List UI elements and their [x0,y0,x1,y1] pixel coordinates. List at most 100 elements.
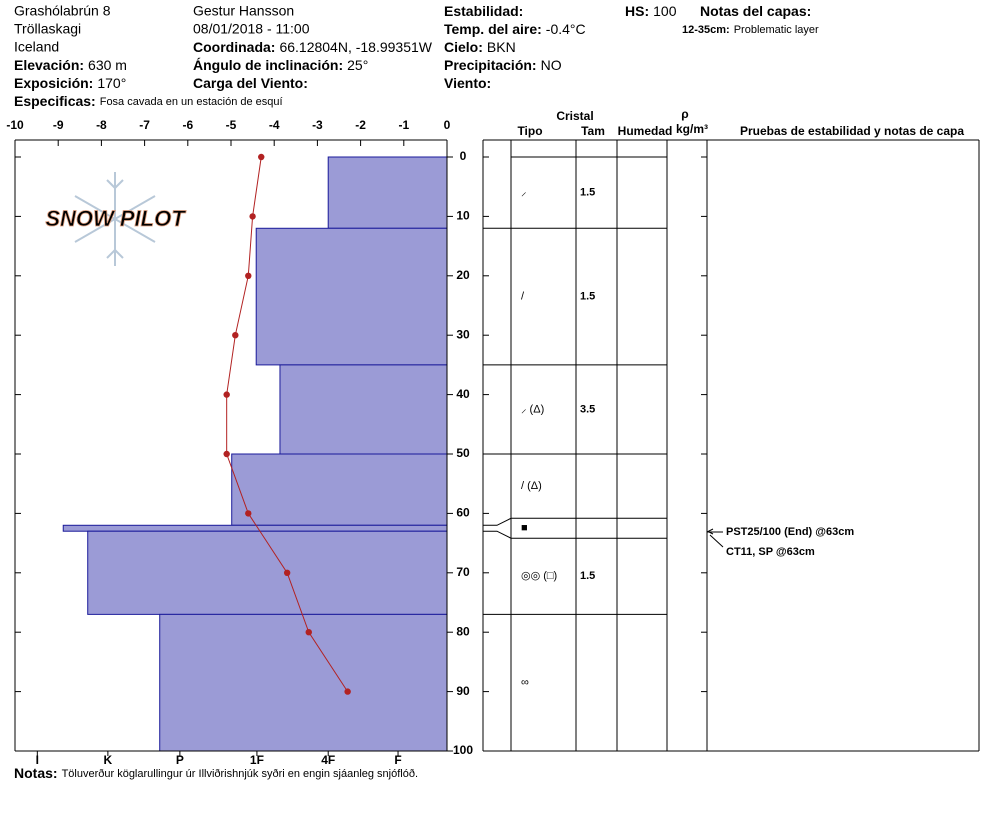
depth-tick-label: 50 [456,446,470,460]
header-field: Precipitación: NO [444,57,562,73]
test-arrowhead [706,528,714,535]
field-label: Ángulo de inclinación: [193,57,343,73]
header-field: Notas del capas: [700,3,811,19]
temperature-tick-label: -9 [53,118,64,132]
field-label: Elevación: [14,57,84,73]
temperature-line [226,156,349,692]
header-field: 08/01/2018 - 11:00 [193,21,310,37]
grain-type: / [521,290,525,302]
temperature-tick-label: -10 [6,118,24,132]
field-label: Coordinada: [193,39,275,55]
temperature-point [245,272,252,279]
header-field: Gestur Hansson [193,3,294,19]
field-label: Temp. del aire: [444,21,542,37]
header-field: Coordinada: 66.12804N, -18.99351W [193,39,433,55]
temperature-tick-label: 0 [444,118,451,132]
logo-snowflake [74,172,156,266]
header-field: Ángulo de inclinación: 25° [193,57,368,73]
hardness-bar [159,613,448,752]
hardness-tick-label: 4F [321,753,335,767]
table-header: Tipo [517,124,542,138]
header-field: Especificas: Fosa cavada en un estación d… [14,93,283,109]
hardness-bar [279,364,448,455]
grain-size: 3.5 [580,403,595,415]
header-field: Grashólabrún 8 [14,3,111,19]
temperature-tick-label: -1 [398,118,409,132]
hardness-tick-label: F [394,753,401,767]
field-label: Notas del capas: [700,3,811,19]
field-value: -0.4°C [546,21,586,37]
grain-type: ■ [521,522,528,534]
hardness-bar [62,524,448,532]
layer-connector [483,530,512,539]
field-label: Notas: [14,765,58,781]
header-field: Temp. del aire: -0.4°C [444,21,586,37]
header-field: HS: 100 [625,3,677,19]
depth-tick-label: 60 [456,506,470,520]
field-label: Estabilidad: [444,3,523,19]
hardness-bar [327,156,448,229]
hardness-tick-label: 1F [250,753,264,767]
header-field: Tröllaskagi [14,21,81,37]
hardness-bar [231,453,448,526]
field-value: 66.12804N, -18.99351W [279,39,432,55]
header-field: Cielo: BKN [444,39,516,55]
depth-tick-label: 20 [456,268,470,282]
field-label: Viento: [444,75,491,91]
field-value: 170° [97,75,126,91]
grain-size: 1.5 [580,570,595,582]
depth-tick-label: 0 [460,149,467,163]
table-header: Cristal [556,109,593,123]
grain-type: ◎◎ (□) [521,570,557,582]
field-value: 25° [347,57,368,73]
header-field: 12-35cm: Problematic layer [682,24,819,36]
hardness-bar [255,227,448,366]
header-field: Exposición: 170° [14,75,126,91]
hardness-tick-label: I [36,753,39,767]
temperature-point [249,213,256,220]
field-label: Cielo: [444,39,483,55]
temperature-point [232,332,239,339]
header-field: Iceland [14,39,59,55]
grain-type: / (Δ) [521,480,542,492]
field-value: Fosa cavada en un estación de esquí [100,96,283,108]
temperature-point [305,629,312,636]
depth-tick-label: 70 [456,565,470,579]
field-value: BKN [487,39,516,55]
table-header: Pruebas de estabilidad y notas de capa [740,124,964,138]
grain-size: 1.5 [580,187,595,199]
field-value: 630 m [88,57,127,73]
field-label: HS: [625,3,649,19]
hardness-tick-label: P [176,753,184,767]
table-header: ρ [681,107,688,121]
field-label: Especificas: [14,93,96,109]
temperature-tick-label: -6 [182,118,193,132]
field-label: Exposición: [14,75,93,91]
temperature-point [344,688,351,695]
table-header: Tam [581,124,605,138]
header-field: Carga del Viento: [193,75,308,91]
layer-connector [483,517,512,526]
temperature-tick-label: -8 [96,118,107,132]
test-arrow [709,534,724,548]
grain-size: 1.5 [580,290,595,302]
hardness-bar [87,530,448,615]
depth-tick-label: 100 [453,743,473,757]
temperature-tick-label: -7 [139,118,150,132]
header-field: Estabilidad: [444,3,523,19]
hardness-tick-label: K [104,753,113,767]
field-label: 12-35cm: [682,24,730,36]
table-header: Humedad [618,124,673,138]
stability-test: CT11, SP @63cm [726,546,815,558]
field-label: Carga del Viento: [193,75,308,91]
temperature-tick-label: -3 [312,118,323,132]
header-field: Elevación: 630 m [14,57,127,73]
field-value: 100 [653,3,677,19]
temperature-tick-label: -4 [269,118,280,132]
header-field: Viento: [444,75,491,91]
depth-tick-label: 40 [456,387,470,401]
temperature-point [245,510,252,517]
grain-type: ⸝ [521,187,527,199]
field-value: Problematic layer [734,24,819,36]
